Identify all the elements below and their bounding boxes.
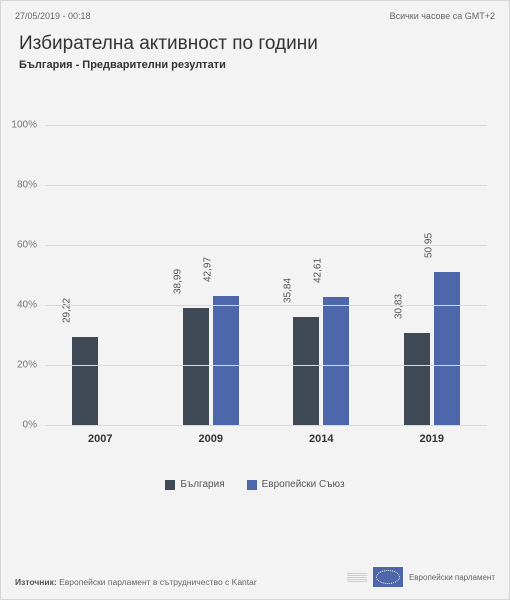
- page-subtitle: България - Предварителни резултати: [19, 59, 491, 71]
- bar-group: 38,9942,972009: [156, 95, 267, 425]
- grid-line: [45, 245, 487, 246]
- grid-line: [45, 185, 487, 186]
- grid-line: [45, 425, 487, 426]
- bar-group: 35,8442,612014: [266, 95, 377, 425]
- bar-group: 29,222007: [45, 95, 156, 425]
- y-axis-label: 60%: [17, 240, 37, 251]
- legend-label: България: [180, 479, 224, 490]
- y-axis-label: 0%: [23, 420, 37, 431]
- source-text: Европейски парламент в сътрудничество с …: [59, 577, 257, 587]
- y-axis-label: 20%: [17, 360, 37, 371]
- page: 27/05/2019 - 00:18 Всички часове са GMT+…: [0, 0, 510, 600]
- timestamp: 27/05/2019 - 00:18: [15, 11, 91, 21]
- legend-item: България: [165, 479, 224, 490]
- bar: 42,97: [213, 296, 239, 425]
- x-axis-label: 2009: [156, 433, 267, 445]
- source-label: Източник:: [15, 577, 57, 587]
- ep-logo: Европейски парламент: [347, 567, 495, 587]
- bar-value-label: 42,61: [313, 258, 324, 283]
- y-axis-label: 100%: [11, 120, 37, 131]
- bar: 42,61: [323, 297, 349, 425]
- header: Избирателна активност по години България…: [1, 27, 509, 75]
- y-axis-label: 40%: [17, 300, 37, 311]
- legend-swatch: [247, 480, 257, 490]
- x-axis-label: 2014: [266, 433, 377, 445]
- bar: 30,83: [404, 333, 430, 425]
- bar: 29,22: [72, 337, 98, 425]
- bar-group: 30,8350,952019: [377, 95, 488, 425]
- x-axis-label: 2007: [45, 433, 156, 445]
- bar-value-label: 30,83: [393, 293, 404, 318]
- bar-value-label: 42,97: [202, 257, 213, 282]
- bar-value-label: 35,84: [283, 278, 294, 303]
- timezone-note: Всички часове са GMT+2: [390, 11, 495, 21]
- y-axis-label: 80%: [17, 180, 37, 191]
- source: Източник: Европейски парламент в сътрудн…: [15, 577, 257, 587]
- legend-swatch: [165, 480, 175, 490]
- logo-text: Европейски парламент: [409, 573, 495, 582]
- plot: 29,22200738,9942,97200935,8442,61201430,…: [45, 95, 487, 425]
- page-title: Избирателна активност по години: [19, 33, 491, 55]
- legend: България Европейски Съюз: [1, 475, 509, 498]
- legend-item: Европейски Съюз: [247, 479, 345, 490]
- x-axis-label: 2019: [377, 433, 488, 445]
- bar-value-label: 38,99: [172, 269, 183, 294]
- bar: 35,84: [293, 317, 319, 425]
- chart-area: 29,22200738,9942,97200935,8442,61201430,…: [1, 75, 509, 475]
- grid-line: [45, 365, 487, 366]
- grid-line: [45, 305, 487, 306]
- footer: Източник: Европейски парламент в сътрудн…: [1, 557, 509, 599]
- legend-label: Европейски Съюз: [262, 479, 345, 490]
- grid-line: [45, 125, 487, 126]
- bars-container: 29,22200738,9942,97200935,8442,61201430,…: [45, 95, 487, 425]
- bar: 50,95: [434, 272, 460, 425]
- bar: 38,99: [183, 308, 209, 425]
- ep-lines-icon: [347, 573, 367, 582]
- top-bar: 27/05/2019 - 00:18 Всички часове са GMT+…: [1, 1, 509, 27]
- bar-value-label: 29,22: [62, 298, 73, 323]
- eu-flag-icon: [373, 567, 403, 587]
